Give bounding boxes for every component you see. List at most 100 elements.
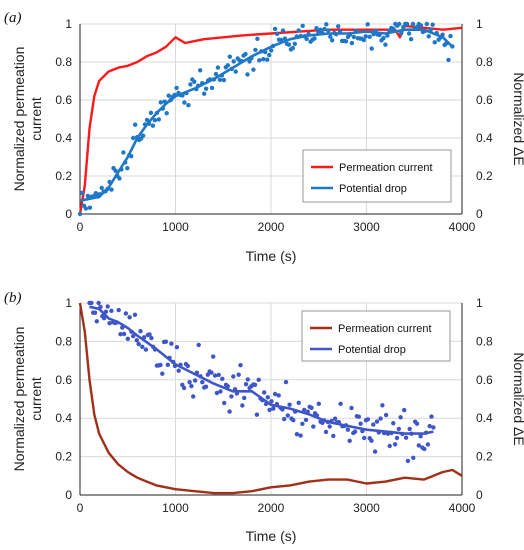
data-point bbox=[381, 35, 386, 41]
legend: Permeation current Potential drop bbox=[302, 149, 452, 203]
data-point bbox=[371, 422, 376, 427]
data-point bbox=[261, 57, 266, 62]
data-point bbox=[158, 100, 163, 105]
data-point bbox=[238, 363, 243, 368]
data-point bbox=[271, 406, 276, 411]
data-point bbox=[94, 319, 100, 324]
y-tick-label-right: 0.6 bbox=[476, 373, 493, 387]
data-point bbox=[328, 34, 333, 39]
data-point bbox=[174, 85, 179, 91]
data-point bbox=[148, 110, 154, 116]
data-point bbox=[131, 333, 136, 339]
data-point bbox=[363, 34, 368, 39]
data-point bbox=[378, 416, 383, 421]
data-point bbox=[367, 34, 372, 39]
data-point bbox=[79, 190, 85, 196]
data-point bbox=[361, 37, 366, 43]
y-tick-label-right: 0 bbox=[476, 207, 483, 221]
data-point bbox=[134, 338, 139, 343]
data-point bbox=[446, 57, 451, 63]
series-line bbox=[79, 28, 454, 202]
data-point bbox=[369, 438, 374, 443]
data-point bbox=[343, 39, 349, 44]
data-point bbox=[202, 91, 207, 96]
data-point bbox=[229, 394, 234, 399]
data-point bbox=[408, 37, 414, 42]
data-point bbox=[358, 421, 363, 426]
legend-entry: Permeation current bbox=[339, 162, 433, 174]
data-point bbox=[267, 407, 272, 413]
data-point bbox=[309, 405, 314, 410]
data-point bbox=[290, 45, 295, 51]
data-point bbox=[158, 362, 163, 368]
data-point bbox=[150, 123, 156, 128]
series-line bbox=[78, 302, 463, 495]
data-point bbox=[252, 382, 258, 387]
series-permeation-current bbox=[78, 24, 463, 215]
data-point bbox=[405, 458, 411, 464]
data-point bbox=[262, 390, 267, 395]
data-point bbox=[380, 403, 385, 408]
y-tick-label-right: 0.2 bbox=[476, 450, 493, 464]
data-point bbox=[274, 31, 280, 36]
data-point bbox=[117, 176, 122, 181]
data-point bbox=[418, 23, 424, 28]
data-point bbox=[225, 384, 230, 389]
x-tick-label: 1000 bbox=[162, 501, 189, 515]
data-point bbox=[311, 424, 316, 429]
y-tick-label-left: 0 bbox=[65, 488, 72, 502]
data-point bbox=[220, 376, 225, 381]
data-point bbox=[185, 363, 190, 369]
y-tick-label-left: 0.4 bbox=[55, 131, 72, 145]
data-point bbox=[225, 63, 230, 68]
data-point bbox=[347, 438, 352, 443]
data-point bbox=[215, 65, 221, 70]
data-point bbox=[406, 31, 412, 36]
data-point bbox=[429, 414, 434, 419]
data-point bbox=[245, 377, 250, 382]
data-point bbox=[391, 421, 396, 426]
data-point bbox=[92, 310, 98, 315]
data-point bbox=[318, 27, 323, 32]
data-point bbox=[227, 409, 232, 414]
data-point bbox=[147, 332, 152, 337]
data-point bbox=[221, 77, 227, 83]
data-point bbox=[374, 419, 380, 424]
x-tick-label: 2000 bbox=[258, 501, 285, 515]
data-point bbox=[186, 103, 191, 108]
data-point bbox=[411, 455, 416, 460]
data-point bbox=[127, 315, 132, 320]
data-point bbox=[330, 38, 335, 43]
data-point bbox=[272, 391, 278, 397]
data-point bbox=[398, 415, 403, 420]
data-point bbox=[133, 122, 138, 127]
data-point bbox=[99, 185, 104, 191]
data-point bbox=[236, 372, 241, 377]
data-point bbox=[181, 385, 187, 391]
y-tick-label-left: 0 bbox=[65, 207, 72, 221]
data-point bbox=[182, 100, 187, 105]
data-point bbox=[125, 336, 130, 341]
panel-label: (b) bbox=[4, 290, 22, 306]
data-point bbox=[387, 443, 392, 449]
data-point bbox=[269, 399, 274, 404]
data-point bbox=[416, 443, 421, 448]
series-line bbox=[78, 24, 463, 215]
data-point bbox=[203, 86, 209, 91]
data-point bbox=[109, 187, 114, 192]
data-point bbox=[345, 427, 351, 432]
data-point bbox=[180, 382, 185, 387]
y-tick-label-left: 1 bbox=[65, 296, 72, 310]
x-tick-label: 0 bbox=[77, 501, 84, 515]
data-point bbox=[144, 117, 150, 123]
data-point bbox=[143, 347, 149, 352]
y-tick-label-right: 0.2 bbox=[476, 169, 493, 183]
data-point bbox=[163, 339, 169, 344]
series-line bbox=[89, 305, 434, 435]
data-point bbox=[300, 23, 305, 28]
y-tick-label-left: 0.4 bbox=[55, 411, 72, 425]
data-point bbox=[156, 117, 161, 122]
data-point bbox=[426, 34, 431, 39]
data-point bbox=[165, 362, 170, 367]
data-point bbox=[326, 28, 331, 33]
